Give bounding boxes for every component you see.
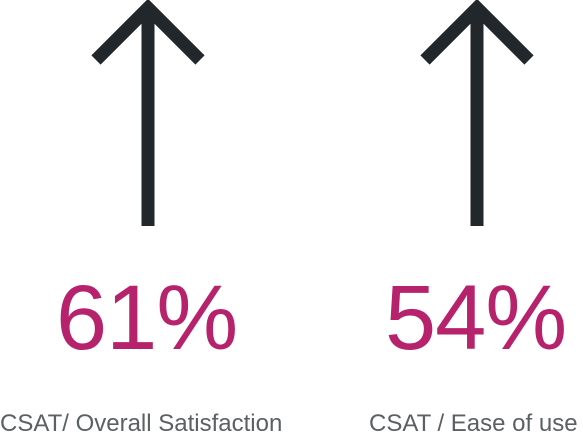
stat-label: CSAT / Ease of use [369,410,578,437]
stat-value: 54% [385,267,567,369]
arrow-up-icon [420,0,534,226]
stat-overall-satisfaction: 61% CSAT/ Overall Satisfaction [0,0,283,437]
stat-label: CSAT/ Overall Satisfaction [0,410,283,437]
stat-value: 61% [56,267,238,369]
arrow-up-icon [91,0,205,226]
stat-ease-of-use: 54% CSAT / Ease of use [329,0,583,442]
